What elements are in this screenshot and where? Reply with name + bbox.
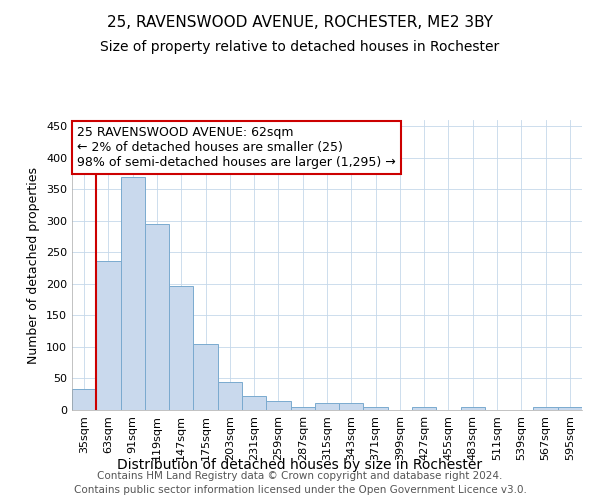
Text: Size of property relative to detached houses in Rochester: Size of property relative to detached ho… bbox=[100, 40, 500, 54]
Bar bbox=[145, 224, 169, 410]
Bar bbox=[169, 286, 193, 410]
Bar bbox=[364, 407, 388, 410]
Bar bbox=[315, 403, 339, 410]
Text: 25, RAVENSWOOD AVENUE, ROCHESTER, ME2 3BY: 25, RAVENSWOOD AVENUE, ROCHESTER, ME2 3B… bbox=[107, 15, 493, 30]
Text: Contains HM Land Registry data © Crown copyright and database right 2024.
Contai: Contains HM Land Registry data © Crown c… bbox=[74, 471, 526, 495]
Bar bbox=[558, 408, 582, 410]
Bar bbox=[412, 408, 436, 410]
Bar bbox=[242, 396, 266, 410]
Bar bbox=[121, 176, 145, 410]
Bar bbox=[290, 407, 315, 410]
Y-axis label: Number of detached properties: Number of detached properties bbox=[28, 166, 40, 364]
Bar bbox=[339, 403, 364, 410]
Bar bbox=[461, 408, 485, 410]
Bar bbox=[72, 389, 96, 410]
Bar bbox=[218, 382, 242, 410]
Bar bbox=[193, 344, 218, 410]
Bar bbox=[266, 401, 290, 410]
Bar bbox=[533, 408, 558, 410]
Text: Distribution of detached houses by size in Rochester: Distribution of detached houses by size … bbox=[118, 458, 482, 471]
Bar bbox=[96, 260, 121, 410]
Text: 25 RAVENSWOOD AVENUE: 62sqm
← 2% of detached houses are smaller (25)
98% of semi: 25 RAVENSWOOD AVENUE: 62sqm ← 2% of deta… bbox=[77, 126, 396, 169]
